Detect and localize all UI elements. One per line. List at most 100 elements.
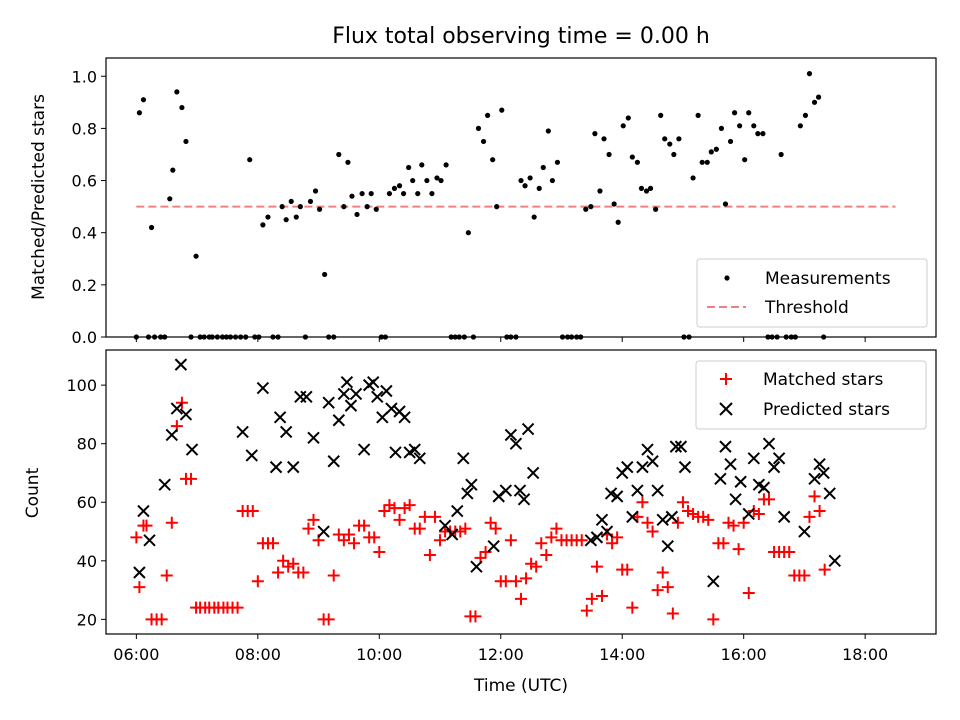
top-y-tick-label: 0.8 xyxy=(72,119,97,138)
predicted-star-point xyxy=(610,490,624,503)
measurement-point xyxy=(345,159,351,165)
predicted-star-point xyxy=(287,460,300,474)
measurement-point xyxy=(695,112,701,118)
x-tick-label: 08:00 xyxy=(235,645,281,664)
measurement-point xyxy=(647,185,654,191)
measurement-point xyxy=(583,206,589,212)
matched-star-point xyxy=(798,569,811,582)
predicted-star-point xyxy=(137,504,150,518)
matched-star-point xyxy=(752,507,765,520)
predicted-star-point xyxy=(174,358,188,371)
measurement-point xyxy=(148,224,155,231)
measurement-point xyxy=(638,185,645,191)
measurement-point xyxy=(713,146,719,152)
matched-star-point xyxy=(434,534,447,547)
matched-star-point xyxy=(661,581,674,594)
matched-star-point xyxy=(585,592,598,605)
matched-star-point xyxy=(140,519,153,532)
measurement-point xyxy=(611,201,617,207)
measurement-point xyxy=(322,271,328,278)
matched-star-point xyxy=(297,566,310,579)
predicted-star-point xyxy=(294,390,307,404)
measurement-point xyxy=(704,159,710,165)
matched-star-point xyxy=(246,505,259,518)
matched-star-point xyxy=(535,537,548,550)
bottom-plot: 20 40 60 80 100 06:00 08:00 10:00 12:00 14:00 16:0… xyxy=(66,349,937,664)
matched-star-point xyxy=(636,496,649,509)
matched-star-point xyxy=(509,575,522,588)
matched-star-point xyxy=(611,531,624,544)
matched-star-point xyxy=(747,505,760,518)
measurement-point xyxy=(364,204,370,210)
legend-matched-label: Matched stars xyxy=(763,370,883,390)
measurement-point xyxy=(536,185,542,191)
measurement-point xyxy=(601,136,607,142)
measurement-point xyxy=(742,157,748,163)
predicted-star-point xyxy=(470,560,483,573)
measurement-point xyxy=(316,206,323,212)
matched-star-point xyxy=(818,563,831,576)
matched-star-point xyxy=(489,522,502,535)
matched-star-point xyxy=(504,534,517,547)
predicted-star-point xyxy=(158,478,171,491)
bottom-y-axis-label: Count xyxy=(23,467,43,518)
measurement-point xyxy=(170,167,176,173)
matched-star-point xyxy=(130,531,143,544)
top-y-tick-label: 0.4 xyxy=(72,224,97,243)
measurement-point xyxy=(554,159,561,165)
predicted-star-point xyxy=(734,475,747,488)
predicted-star-point xyxy=(669,440,683,453)
predicted-star-point xyxy=(445,528,459,541)
measurement-point xyxy=(183,138,189,145)
measurement-point xyxy=(797,123,803,129)
matched-star-point xyxy=(676,496,689,509)
measurement-point xyxy=(297,204,303,210)
predicted-star-point xyxy=(729,493,742,506)
x-tick-label: 16:00 xyxy=(721,645,767,664)
top-y-tick-label: 1.0 xyxy=(72,67,97,86)
measurement-point xyxy=(815,94,822,100)
measurement-point xyxy=(667,141,673,147)
predicted-star-point xyxy=(349,387,363,401)
measurement-point xyxy=(527,175,533,181)
matched-star-point xyxy=(428,510,441,523)
predicted-star-point xyxy=(165,428,179,442)
measurement-point xyxy=(391,185,398,191)
top-y-tick-label: 0.0 xyxy=(72,328,97,347)
measurement-point xyxy=(760,131,766,137)
measurement-point xyxy=(247,157,253,163)
predicted-star-point xyxy=(526,466,540,480)
matched-star-point xyxy=(580,604,593,617)
measurement-point xyxy=(307,198,314,205)
matched-star-point xyxy=(656,566,669,579)
matched-star-point xyxy=(687,507,700,520)
predicted-star-point xyxy=(357,443,371,456)
predicted-star-point xyxy=(707,575,720,588)
top-plot-frame xyxy=(105,57,937,338)
measurement-point xyxy=(597,188,603,194)
predicted-star-point xyxy=(517,493,531,506)
matched-star-point xyxy=(342,528,355,541)
bottom-y-tick-label: 80 xyxy=(77,435,97,454)
predicted-star-point xyxy=(170,402,184,415)
matched-star-point xyxy=(378,505,391,518)
predicted-star-point xyxy=(273,411,287,424)
measurement-point xyxy=(368,190,374,197)
predicted-star-point xyxy=(808,472,821,486)
measurement-point xyxy=(174,89,180,95)
predicted-star-point xyxy=(317,525,330,538)
legend-measurements-marker xyxy=(724,275,730,281)
measurement-point xyxy=(373,206,379,212)
matched-star-point xyxy=(499,575,512,588)
matched-star-point xyxy=(185,472,198,485)
measurement-point xyxy=(658,112,664,118)
measurement-point xyxy=(475,125,482,132)
matched-star-point xyxy=(651,584,664,597)
matched-star-point xyxy=(525,557,538,570)
measurement-point xyxy=(606,151,612,158)
measurement-point xyxy=(699,159,705,165)
measurement-point xyxy=(662,136,668,142)
predicted-star-point xyxy=(595,513,609,527)
chart-title: Flux total observing time = 0.00 h xyxy=(332,24,710,49)
